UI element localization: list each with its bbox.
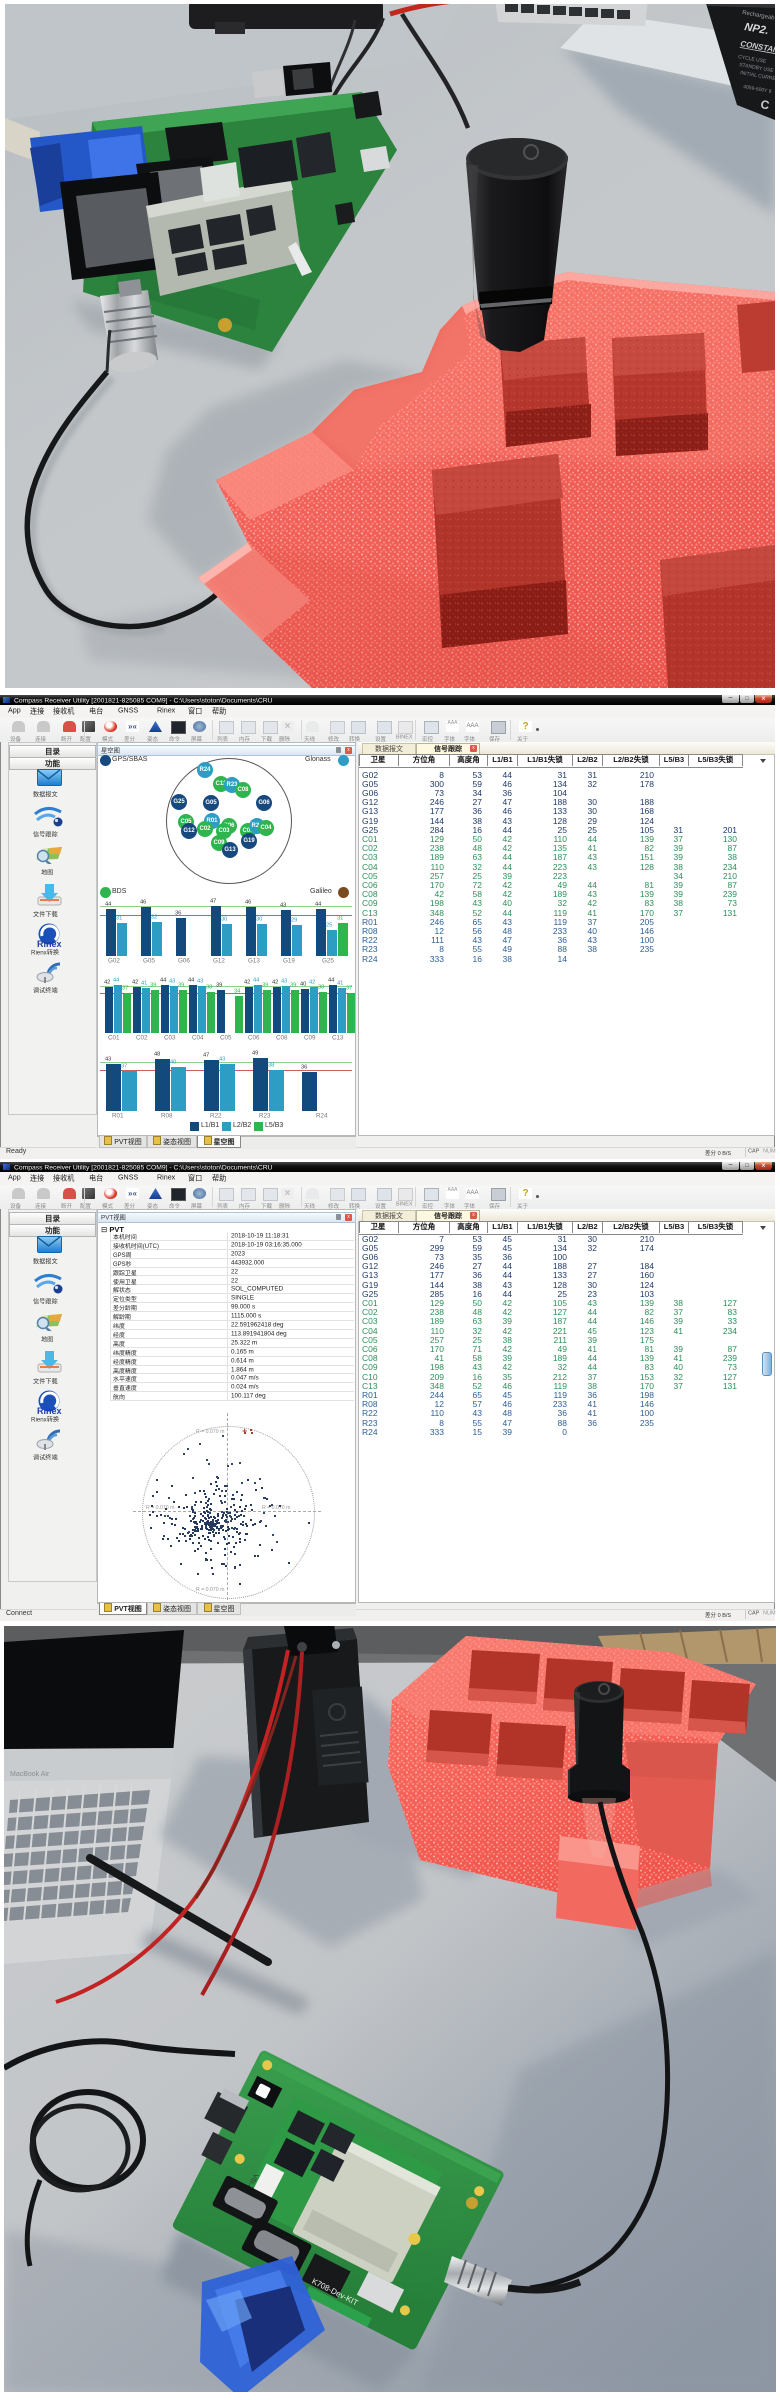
svg-text:Rinex: Rinex [37, 939, 62, 949]
svg-text:4059-600Y 9: 4059-600Y 9 [743, 84, 772, 95]
svg-text:CYCLE USE: CYCLE USE [738, 54, 768, 65]
svg-text:MacBook Air: MacBook Air [10, 1771, 50, 1778]
svg-text:Rechargeab: Rechargeab [742, 10, 775, 22]
svg-text:NP2.: NP2. [743, 21, 769, 37]
svg-text:C: C [759, 97, 770, 112]
svg-text:Rinex: Rinex [37, 1406, 62, 1416]
